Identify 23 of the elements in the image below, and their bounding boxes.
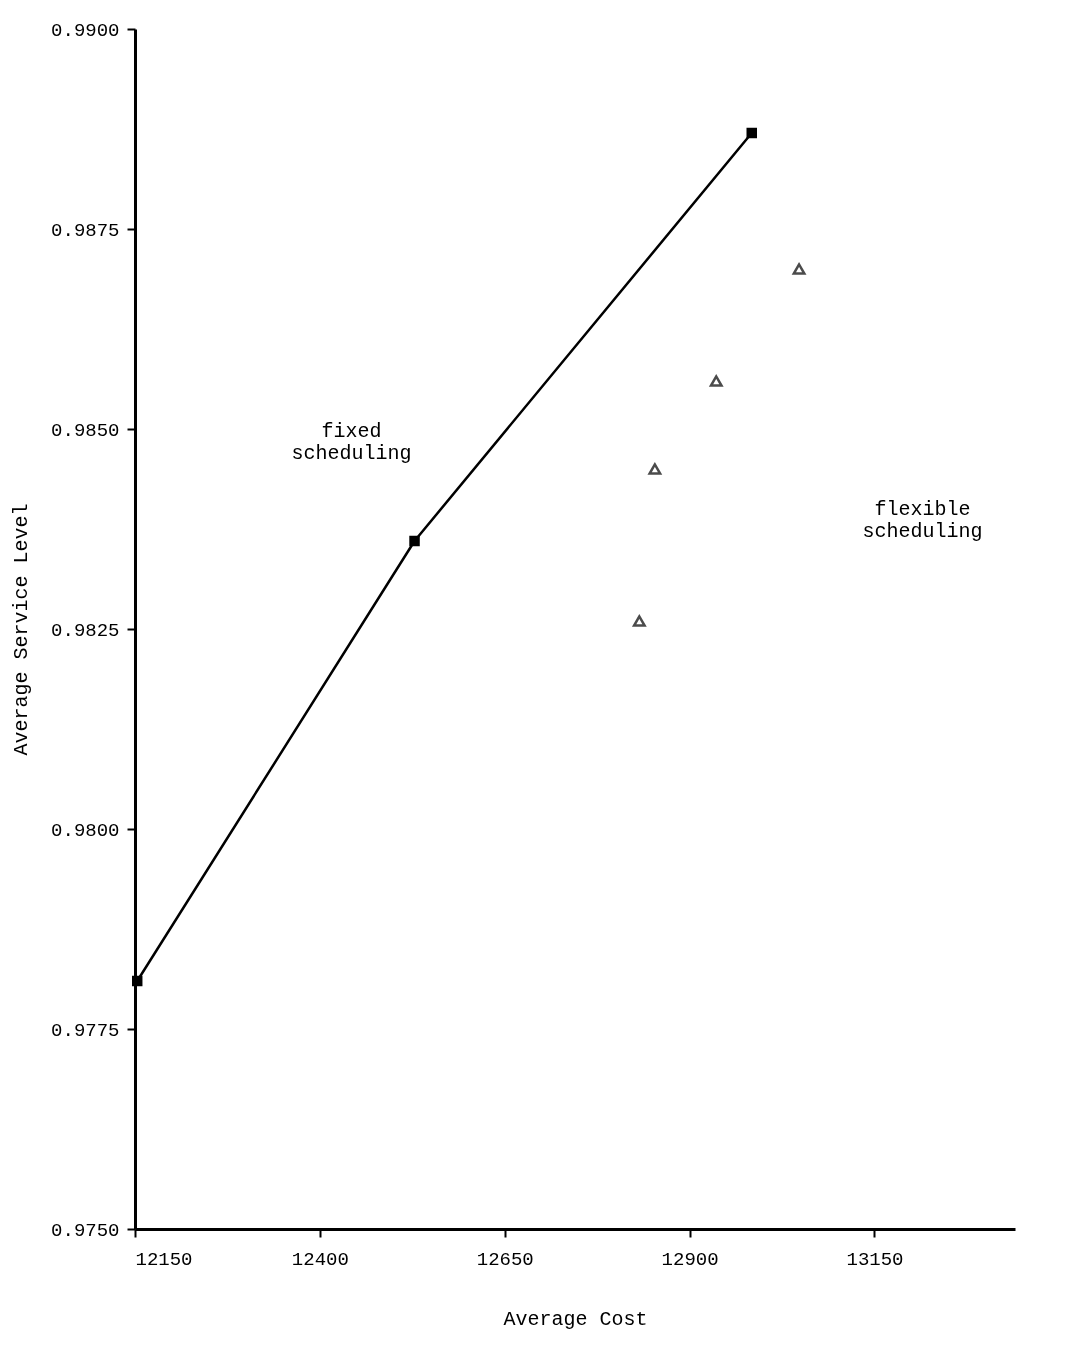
y-tick-label: 0.9750: [51, 1219, 120, 1242]
point: [409, 535, 420, 547]
y-tick-label: 0.9775: [51, 1019, 120, 1042]
x-tick-label: 13150: [846, 1248, 904, 1271]
y-tick-label: 0.9850: [51, 419, 120, 442]
point: [792, 263, 806, 275]
y-tick-label: 0.9825: [51, 619, 120, 642]
point: [709, 375, 723, 387]
x-tick-label: 12400: [291, 1248, 349, 1271]
x-axis-title: Average Cost: [503, 1307, 648, 1331]
point: [746, 127, 757, 139]
point: [632, 615, 646, 627]
x-tick-label: 12900: [661, 1248, 719, 1271]
y-tick-label: 0.9800: [51, 819, 120, 842]
y-tick-label: 0.9875: [51, 219, 120, 242]
point: [648, 463, 662, 475]
y-tick-label: 0.9900: [51, 19, 120, 42]
y-axis-title: Average Service Level: [10, 503, 34, 756]
point: [131, 975, 143, 987]
annotation: fixed scheduling: [291, 420, 412, 465]
annotation: flexible scheduling: [862, 498, 983, 543]
x-tick-label: 12150: [135, 1248, 193, 1271]
x-tick-label: 12650: [476, 1248, 534, 1271]
